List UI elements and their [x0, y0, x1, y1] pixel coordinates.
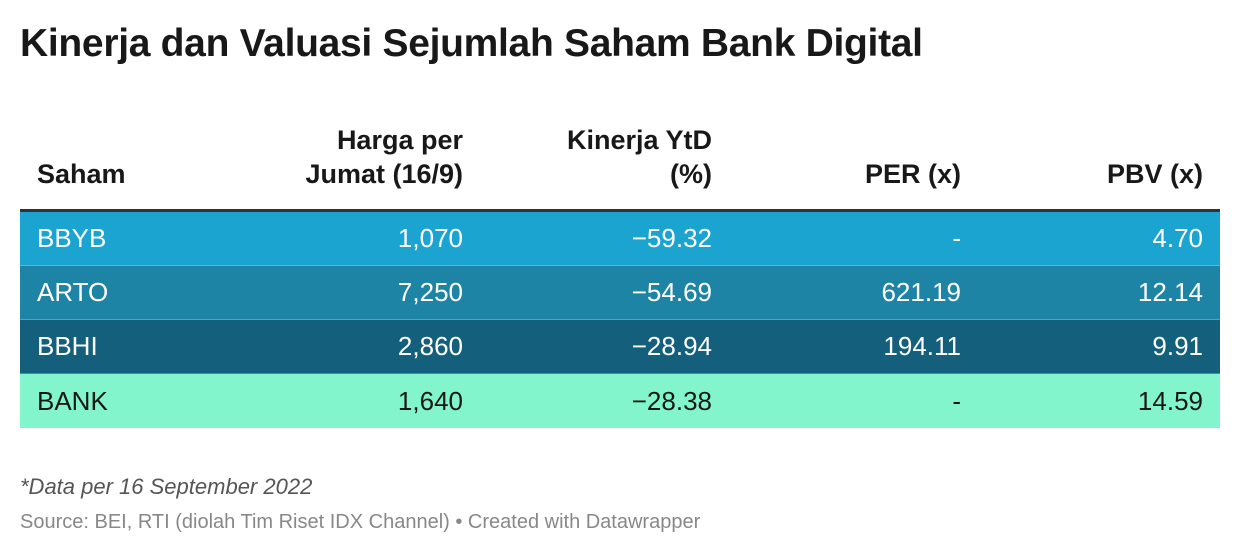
cell-per: 194.11: [883, 331, 961, 361]
header-kinerja[interactable]: Kinerja YtD (%): [566, 125, 712, 189]
cell-per: 621.19: [881, 277, 961, 307]
data-table: Saham Harga per Jumat (16/9) Kinerja YtD…: [20, 125, 1220, 428]
cell-harga: 2,860: [397, 331, 463, 361]
source-note: Source: BEI, RTI (diolah Tim Riset IDX C…: [20, 511, 701, 533]
cell-pbv: 4.70: [1152, 223, 1203, 253]
cell-kinerja: −59.32: [631, 223, 712, 253]
table-row: ARTO 7,250 −54.69 621.19 12.14: [20, 266, 1220, 320]
header-saham[interactable]: Saham: [37, 159, 126, 189]
cell-saham: BBHI: [37, 331, 98, 361]
table-body: BBYB 1,070 −59.32 - 4.70 ARTO 7,250 −54.69 621.1…: [20, 212, 1220, 428]
header-per[interactable]: PER (x): [864, 159, 961, 189]
footnote: *Data per 16 September 2022: [20, 474, 313, 499]
table-header: Saham Harga per Jumat (16/9) Kinerja YtD…: [20, 125, 1220, 212]
cell-harga: 1,070: [397, 223, 463, 253]
cell-kinerja: −54.69: [631, 277, 712, 307]
chart-title: Kinerja dan Valuasi Sejumlah Saham Bank …: [20, 22, 923, 65]
cell-pbv: 9.91: [1152, 331, 1203, 361]
cell-per: -: [952, 385, 961, 416]
cell-saham: BANK: [37, 385, 108, 416]
cell-harga: 7,250: [397, 277, 463, 307]
cell-saham: BBYB: [37, 223, 107, 253]
header-pbv[interactable]: PBV (x): [1106, 159, 1203, 189]
table-row: BBYB 1,070 −59.32 - 4.70: [20, 212, 1220, 266]
cell-pbv: 14.59: [1137, 385, 1203, 416]
cell-kinerja: −28.94: [631, 331, 712, 361]
cell-pbv: 12.14: [1137, 277, 1203, 307]
header-harga[interactable]: Harga per Jumat (16/9): [305, 125, 463, 189]
cell-saham: ARTO: [37, 277, 109, 307]
cell-per: -: [952, 223, 961, 253]
cell-kinerja: −28.38: [631, 385, 712, 416]
table-row: BBHI 2,860 −28.94 194.11 9.91: [20, 320, 1220, 374]
cell-harga: 1,640: [397, 385, 463, 416]
table-row: BANK 1,640 −28.38 - 14.59: [20, 374, 1220, 428]
